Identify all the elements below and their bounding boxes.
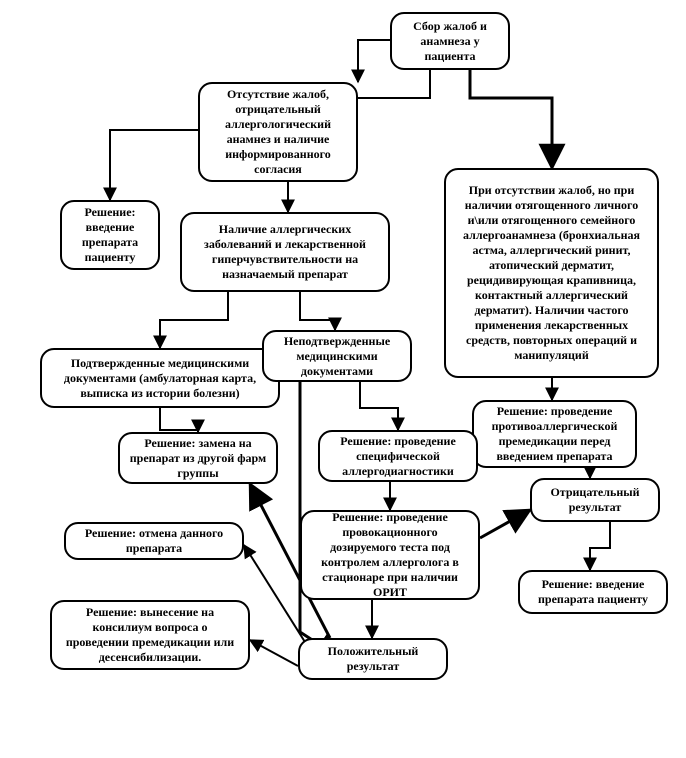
node-n8: Решение: проведение противоаллергической… [472, 400, 637, 468]
node-n11: Отрицательный результат [530, 478, 660, 522]
node-n12: Решение: отмена данного препарата [64, 522, 244, 560]
node-n2: Отсутствие жалоб, отрицательный аллергол… [198, 82, 358, 182]
node-n16: Положительный результат [298, 638, 448, 680]
flowchart-canvas: Сбор жалоб и анамнеза у пациента Отсутств… [0, 0, 686, 758]
edge-n2-n3 [110, 130, 198, 200]
edge-n7-n10 [360, 382, 398, 430]
node-n10: Решение: проведение специфической аллерг… [318, 430, 478, 482]
node-n1: Сбор жалоб и анамнеза у пациента [390, 12, 510, 70]
node-n7: Неподтвержденные медицинскими документам… [262, 330, 412, 382]
edge-n11-n14 [590, 522, 610, 570]
node-n6: Подтвержденные медицинскими документами … [40, 348, 280, 408]
node-n9: Решение: замена на препарат из другой фа… [118, 432, 278, 484]
node-n15: Решение: вынесение на консилиум вопроса … [50, 600, 250, 670]
node-n5: При отсутствии жалоб, но при наличии отя… [444, 168, 659, 378]
edge-n1-n2 [358, 40, 390, 82]
node-n13: Решение: проведение провокационного дози… [300, 510, 480, 600]
edge-n13-n11 [480, 510, 530, 538]
edge-n16-n15 [250, 640, 298, 666]
edge-n4-n6 [160, 292, 228, 348]
node-n4: Наличие аллергических заболеваний и лека… [180, 212, 390, 292]
node-n14: Решение: введение препарата пациенту [518, 570, 668, 614]
edge-n4-n7 [300, 292, 335, 330]
node-n3: Решение: введение препарата пациенту [60, 200, 160, 270]
edge-n6-n9 [160, 408, 198, 432]
edge-n1-n5 [470, 70, 552, 168]
